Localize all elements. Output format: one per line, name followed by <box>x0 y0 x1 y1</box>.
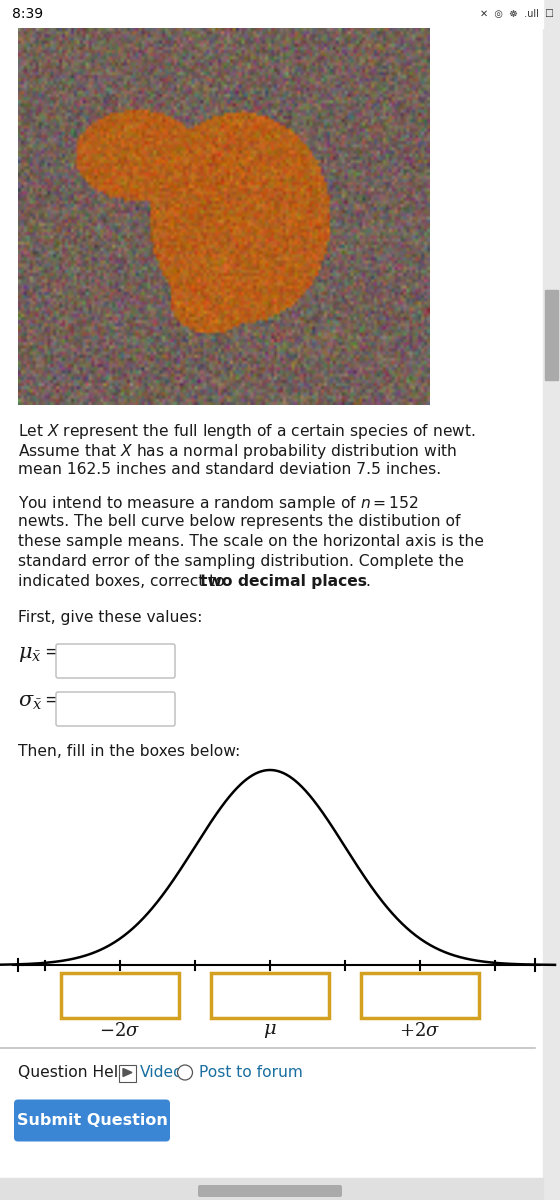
Text: mean 162.5 inches and standard deviation 7.5 inches.: mean 162.5 inches and standard deviation… <box>18 462 441 476</box>
Polygon shape <box>123 1068 132 1076</box>
Text: ✕  ◎  ☸  .ull  ☐: ✕ ◎ ☸ .ull ☐ <box>480 8 554 19</box>
Text: First, give these values:: First, give these values: <box>18 610 202 625</box>
FancyBboxPatch shape <box>211 972 329 1018</box>
Text: Submit Question: Submit Question <box>17 1114 167 1128</box>
Text: .: . <box>365 574 370 589</box>
FancyBboxPatch shape <box>14 1099 170 1141</box>
FancyBboxPatch shape <box>56 692 175 726</box>
Text: $-2\sigma$: $-2\sigma$ <box>99 1021 141 1039</box>
Bar <box>0 0 543 28</box>
Text: Post to forum: Post to forum <box>199 1066 303 1080</box>
Text: $\mu$: $\mu$ <box>263 1021 277 1040</box>
Text: 8:39: 8:39 <box>12 7 43 20</box>
Text: $\mu_{\bar{x}}$: $\mu_{\bar{x}}$ <box>18 644 41 664</box>
FancyBboxPatch shape <box>361 972 479 1018</box>
Text: Video: Video <box>140 1066 184 1080</box>
Text: standard error of the sampling distribution. Complete the: standard error of the sampling distribut… <box>18 554 464 569</box>
Text: You intend to measure a random sample of $n = 152$: You intend to measure a random sample of… <box>18 494 419 514</box>
Text: Question Help:: Question Help: <box>18 1066 133 1080</box>
Text: $+2\sigma$: $+2\sigma$ <box>399 1021 441 1039</box>
Text: these sample means. The scale on the horizontal axis is the: these sample means. The scale on the hor… <box>18 534 484 550</box>
Text: indicated boxes, correct to: indicated boxes, correct to <box>18 574 230 589</box>
Text: two decimal places: two decimal places <box>200 574 367 589</box>
Text: $\sigma_{\bar{x}}$: $\sigma_{\bar{x}}$ <box>18 692 43 712</box>
Bar <box>543 0 560 1200</box>
Bar <box>0 1178 543 1200</box>
FancyBboxPatch shape <box>61 972 179 1018</box>
Text: Assume that $X$ has a normal probability distribution with: Assume that $X$ has a normal probability… <box>18 442 457 461</box>
Text: =: = <box>44 691 59 709</box>
Text: =: = <box>44 643 59 661</box>
FancyBboxPatch shape <box>56 644 175 678</box>
FancyBboxPatch shape <box>119 1064 136 1081</box>
Text: Then, fill in the boxes below:: Then, fill in the boxes below: <box>18 744 240 758</box>
Bar <box>545 290 558 380</box>
Circle shape <box>178 1066 193 1080</box>
FancyBboxPatch shape <box>198 1186 342 1198</box>
Text: newts. The bell curve below represents the distibution of: newts. The bell curve below represents t… <box>18 514 460 529</box>
Text: Let $X$ represent the full length of a certain species of newt.: Let $X$ represent the full length of a c… <box>18 422 476 440</box>
